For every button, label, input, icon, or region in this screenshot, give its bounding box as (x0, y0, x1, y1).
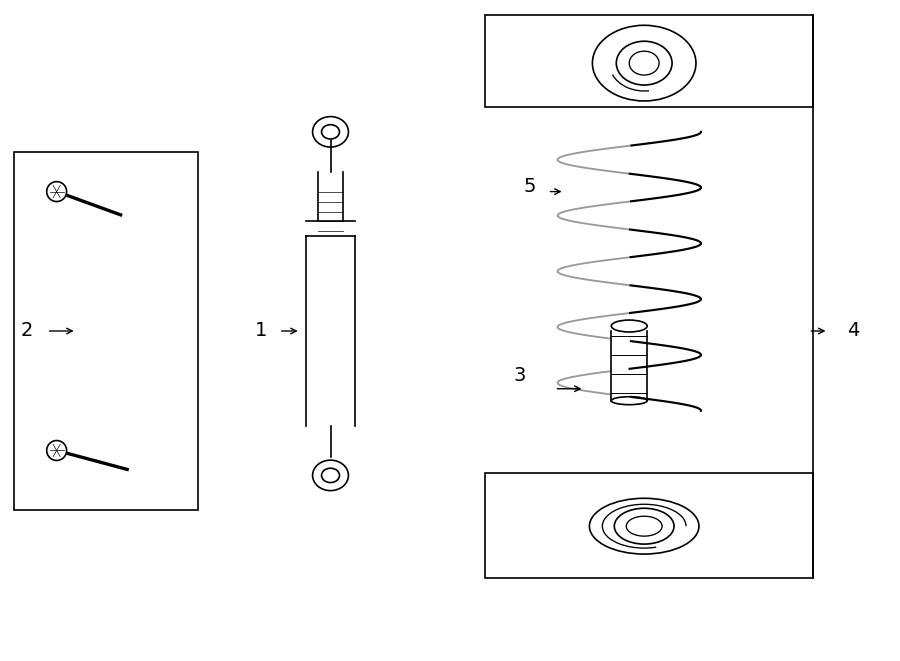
Text: 2: 2 (21, 321, 33, 340)
Text: 4: 4 (847, 321, 860, 340)
Ellipse shape (590, 498, 699, 554)
Bar (14, 152, 198, 510)
Ellipse shape (615, 508, 674, 544)
Ellipse shape (312, 116, 348, 147)
Ellipse shape (626, 516, 662, 536)
Ellipse shape (312, 460, 348, 490)
Circle shape (47, 182, 67, 202)
Bar (485, 473, 814, 578)
Ellipse shape (321, 125, 339, 139)
Text: 1: 1 (255, 321, 267, 340)
Ellipse shape (611, 397, 647, 405)
Ellipse shape (592, 25, 696, 101)
Bar (306, 237, 356, 426)
Ellipse shape (611, 320, 647, 332)
Ellipse shape (616, 41, 672, 85)
Text: 5: 5 (524, 177, 536, 196)
Circle shape (47, 440, 67, 461)
Bar (485, 15, 814, 107)
Text: 3: 3 (514, 366, 526, 385)
Bar (318, 172, 344, 221)
Ellipse shape (629, 51, 659, 75)
Bar (611, 331, 647, 401)
Ellipse shape (321, 468, 339, 483)
